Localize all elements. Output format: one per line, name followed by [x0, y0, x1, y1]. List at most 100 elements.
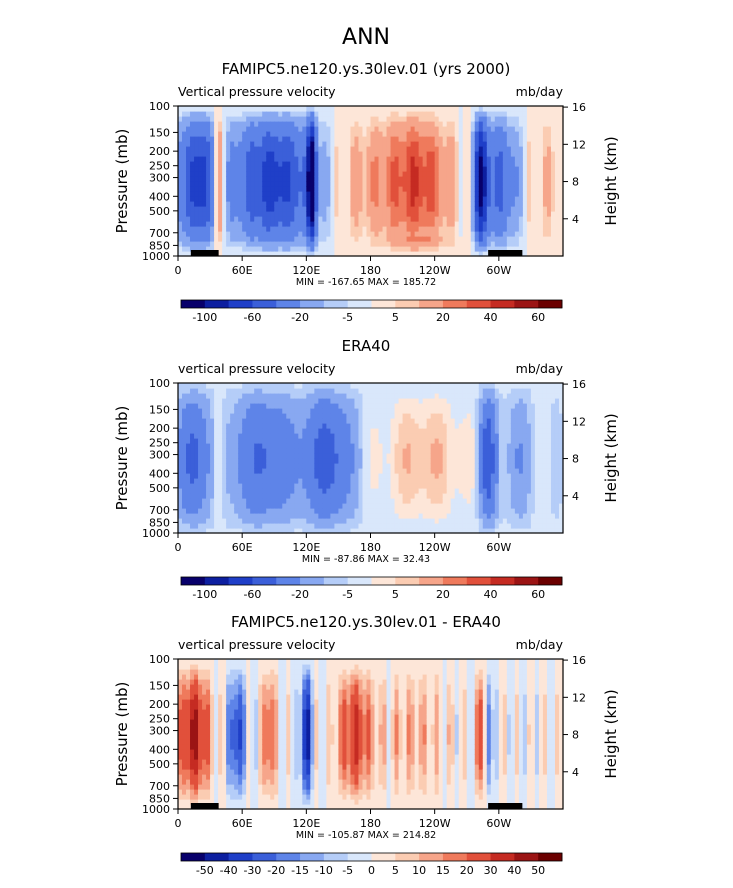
field-cell — [418, 498, 424, 504]
field-cell — [322, 236, 327, 242]
field-cell — [366, 111, 372, 117]
field-cell — [374, 383, 380, 389]
field-cell — [298, 141, 303, 147]
field-cell — [214, 191, 219, 197]
field-cell — [286, 216, 291, 222]
field-cell — [214, 458, 219, 464]
field-cell — [310, 493, 315, 499]
field-cell — [366, 433, 372, 439]
field-cell — [178, 473, 183, 479]
field-cell — [526, 176, 532, 182]
field-cell — [422, 131, 428, 137]
field-cell — [338, 473, 344, 479]
field-cell — [266, 196, 271, 202]
field-cell — [290, 111, 295, 117]
field-cell — [194, 428, 199, 434]
field-cell — [318, 241, 323, 247]
field-cell — [334, 151, 340, 157]
field-cell — [190, 201, 195, 207]
field-cell — [274, 443, 279, 449]
field-cell — [306, 508, 311, 514]
field-cell — [514, 161, 520, 167]
field-cell — [362, 463, 368, 469]
field-cell — [254, 191, 259, 197]
field-cell — [550, 241, 556, 247]
field-cell — [266, 498, 271, 504]
field-cell — [406, 418, 412, 424]
field-cell — [422, 523, 428, 529]
field-cell — [306, 241, 311, 247]
field-cell — [238, 191, 243, 197]
field-cell — [394, 131, 400, 137]
y-tick-label: 1000 — [142, 250, 170, 263]
field-cell — [326, 488, 331, 494]
field-cell — [182, 161, 187, 167]
field-cell — [262, 111, 267, 117]
field-cell — [318, 251, 323, 257]
field-cell — [386, 161, 392, 167]
field-cell — [298, 513, 303, 519]
field-cell — [226, 221, 231, 227]
field-cell — [222, 141, 227, 147]
field-cell — [378, 468, 384, 474]
field-cell — [214, 146, 219, 152]
field-cell — [214, 176, 219, 182]
field-cell — [206, 186, 211, 192]
field-cell — [398, 423, 404, 429]
field-cell — [550, 236, 556, 242]
field-cell — [306, 528, 311, 534]
field-cell — [294, 206, 299, 212]
field-cell — [470, 166, 476, 172]
field-cell — [338, 463, 344, 469]
field-cell — [182, 488, 187, 494]
field-cell — [254, 146, 259, 152]
field-cell — [198, 393, 203, 399]
field-cell — [234, 161, 239, 167]
field-cell — [218, 161, 223, 167]
field-cell — [198, 106, 203, 112]
field-cell — [226, 508, 231, 514]
field-cell — [454, 121, 460, 127]
field-cell — [342, 231, 348, 237]
field-cell — [522, 161, 528, 167]
field-cell — [454, 251, 460, 257]
field-cell — [302, 196, 307, 202]
field-cell — [286, 448, 291, 454]
field-cell — [290, 478, 295, 484]
field-cell — [214, 463, 219, 469]
field-cell — [326, 383, 331, 389]
field-cell — [318, 221, 323, 227]
field-cell — [206, 141, 211, 147]
field-cell — [290, 448, 295, 454]
field-cell — [386, 503, 392, 509]
field-cell — [362, 146, 368, 152]
field-cell — [454, 226, 460, 232]
field-cell — [374, 166, 380, 172]
field-cell — [482, 116, 488, 122]
field-cell — [474, 226, 480, 232]
field-cell — [270, 251, 275, 257]
field-cell — [426, 493, 432, 499]
field-cell — [194, 216, 199, 222]
field-cell — [282, 423, 287, 429]
field-cell — [418, 191, 424, 197]
field-cell — [446, 413, 452, 419]
field-cell — [454, 241, 460, 247]
field-cell — [202, 458, 207, 464]
field-cell — [554, 131, 560, 137]
field-cell — [430, 403, 436, 409]
field-cell — [366, 438, 372, 444]
field-cell — [542, 221, 548, 227]
field-cell — [498, 176, 504, 182]
field-cell — [306, 458, 311, 464]
field-cell — [326, 161, 331, 167]
field-cell — [402, 161, 408, 167]
field-cell — [322, 181, 327, 187]
field-cell — [462, 151, 468, 157]
field-cell — [190, 383, 195, 389]
field-cell — [178, 428, 183, 434]
field-cell — [326, 166, 331, 172]
field-cell — [178, 211, 183, 217]
field-cell — [262, 498, 267, 504]
field-cell — [182, 141, 187, 147]
